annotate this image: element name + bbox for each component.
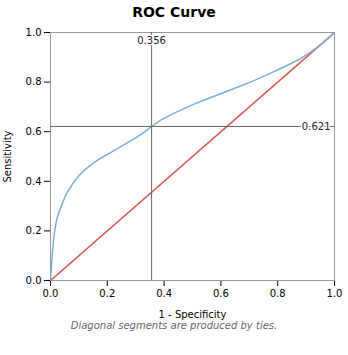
svg-text:Sensitivity: Sensitivity (2, 130, 13, 182)
svg-text:0.4: 0.4 (156, 288, 172, 299)
svg-text:0.2: 0.2 (99, 288, 115, 299)
svg-text:1.0: 1.0 (327, 288, 343, 299)
svg-text:0.4: 0.4 (26, 176, 42, 187)
svg-text:0.621: 0.621 (302, 121, 331, 132)
svg-text:0.2: 0.2 (26, 225, 42, 236)
svg-text:1 - Specificity: 1 - Specificity (159, 309, 227, 320)
svg-text:0.356: 0.356 (137, 35, 166, 46)
svg-text:0.8: 0.8 (26, 76, 42, 87)
svg-text:0.0: 0.0 (43, 288, 59, 299)
svg-text:0.6: 0.6 (26, 126, 42, 137)
html-text:Diagonal segments are produced: Diagonal segments are produced by ties. (70, 320, 278, 331)
svg-text:1.0: 1.0 (26, 27, 42, 38)
svg-text:0.0: 0.0 (26, 275, 42, 286)
svg-text:0.8: 0.8 (270, 288, 286, 299)
svg-text:0.6: 0.6 (213, 288, 229, 299)
html-text:ROC Curve: ROC Curve (132, 4, 216, 20)
